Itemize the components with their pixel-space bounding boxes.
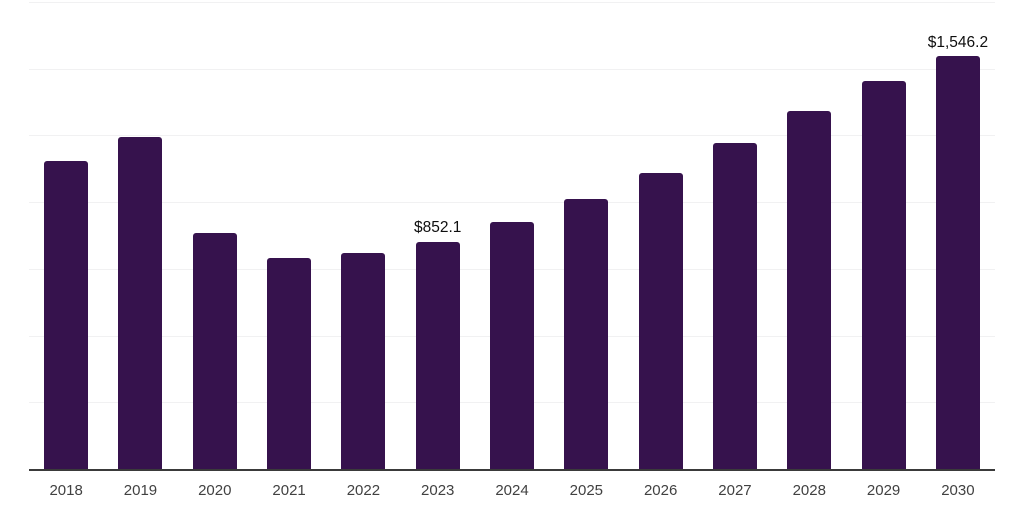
value-label-2030: $1,546.2 [927, 33, 989, 51]
x-tick-2019: 2019 [123, 482, 158, 499]
gridline-1250 [29, 135, 995, 137]
x-tick-2020: 2020 [198, 482, 232, 499]
x-tick-2021: 2021 [272, 482, 306, 499]
bar-slot-2025 [549, 2, 623, 469]
x-tick-2022: 2022 [346, 482, 381, 499]
bar-2026[interactable] [638, 172, 683, 469]
x-tick-2018: 2018 [49, 482, 83, 499]
bar-2029[interactable] [861, 80, 906, 469]
gridline-1000 [29, 202, 995, 204]
x-tick-2027: 2027 [718, 482, 752, 499]
bar-2030[interactable] [935, 56, 980, 469]
bar-slot-2020 [178, 2, 252, 469]
gridline-1750 [29, 2, 995, 3]
bar-series: $852.1 $1,546.2 [29, 2, 995, 469]
x-tick-2023: 2023 [421, 482, 455, 499]
bar-2019[interactable] [118, 136, 163, 469]
bar-slot-2024 [475, 2, 549, 469]
bar-slot-2022 [326, 2, 400, 469]
plot-area: $852.1 $1,546.2 [29, 2, 995, 469]
x-tick-2024: 2024 [495, 482, 529, 499]
bar-2020[interactable] [192, 232, 237, 469]
bar-2024[interactable] [490, 221, 535, 469]
bar-2025[interactable] [564, 199, 609, 469]
x-tick-2026: 2026 [643, 482, 678, 499]
x-axis-line [29, 469, 995, 471]
gridline-1500 [29, 68, 995, 70]
bar-slot-2028 [772, 2, 846, 469]
bar-slot-2027 [698, 2, 772, 469]
bar-2021[interactable] [267, 258, 312, 469]
bar-slot-2029 [846, 2, 920, 469]
bar-slot-2019 [103, 2, 177, 469]
bar-slot-2030: $1,546.2 [921, 2, 995, 469]
x-axis-tick-labels: 2018 2019 2020 2021 2022 2023 2024 2025 2026 2027… [29, 483, 995, 498]
bar-2028[interactable] [787, 110, 832, 469]
bar-slot-2023: $852.1 [401, 2, 475, 469]
bar-2018[interactable] [44, 160, 89, 469]
bar-2027[interactable] [712, 143, 757, 469]
x-tick-2028: 2028 [792, 482, 826, 499]
value-label-2023: $852.1 [414, 219, 462, 237]
bar-slot-2026 [624, 2, 698, 469]
x-tick-2025: 2025 [569, 482, 604, 499]
x-tick-2029: 2029 [866, 482, 901, 499]
bar-2022[interactable] [341, 252, 386, 469]
bar-slot-2018 [29, 2, 103, 469]
bar-slot-2021 [252, 2, 326, 469]
x-tick-2030: 2030 [941, 482, 975, 499]
bar-2023[interactable] [415, 241, 460, 469]
